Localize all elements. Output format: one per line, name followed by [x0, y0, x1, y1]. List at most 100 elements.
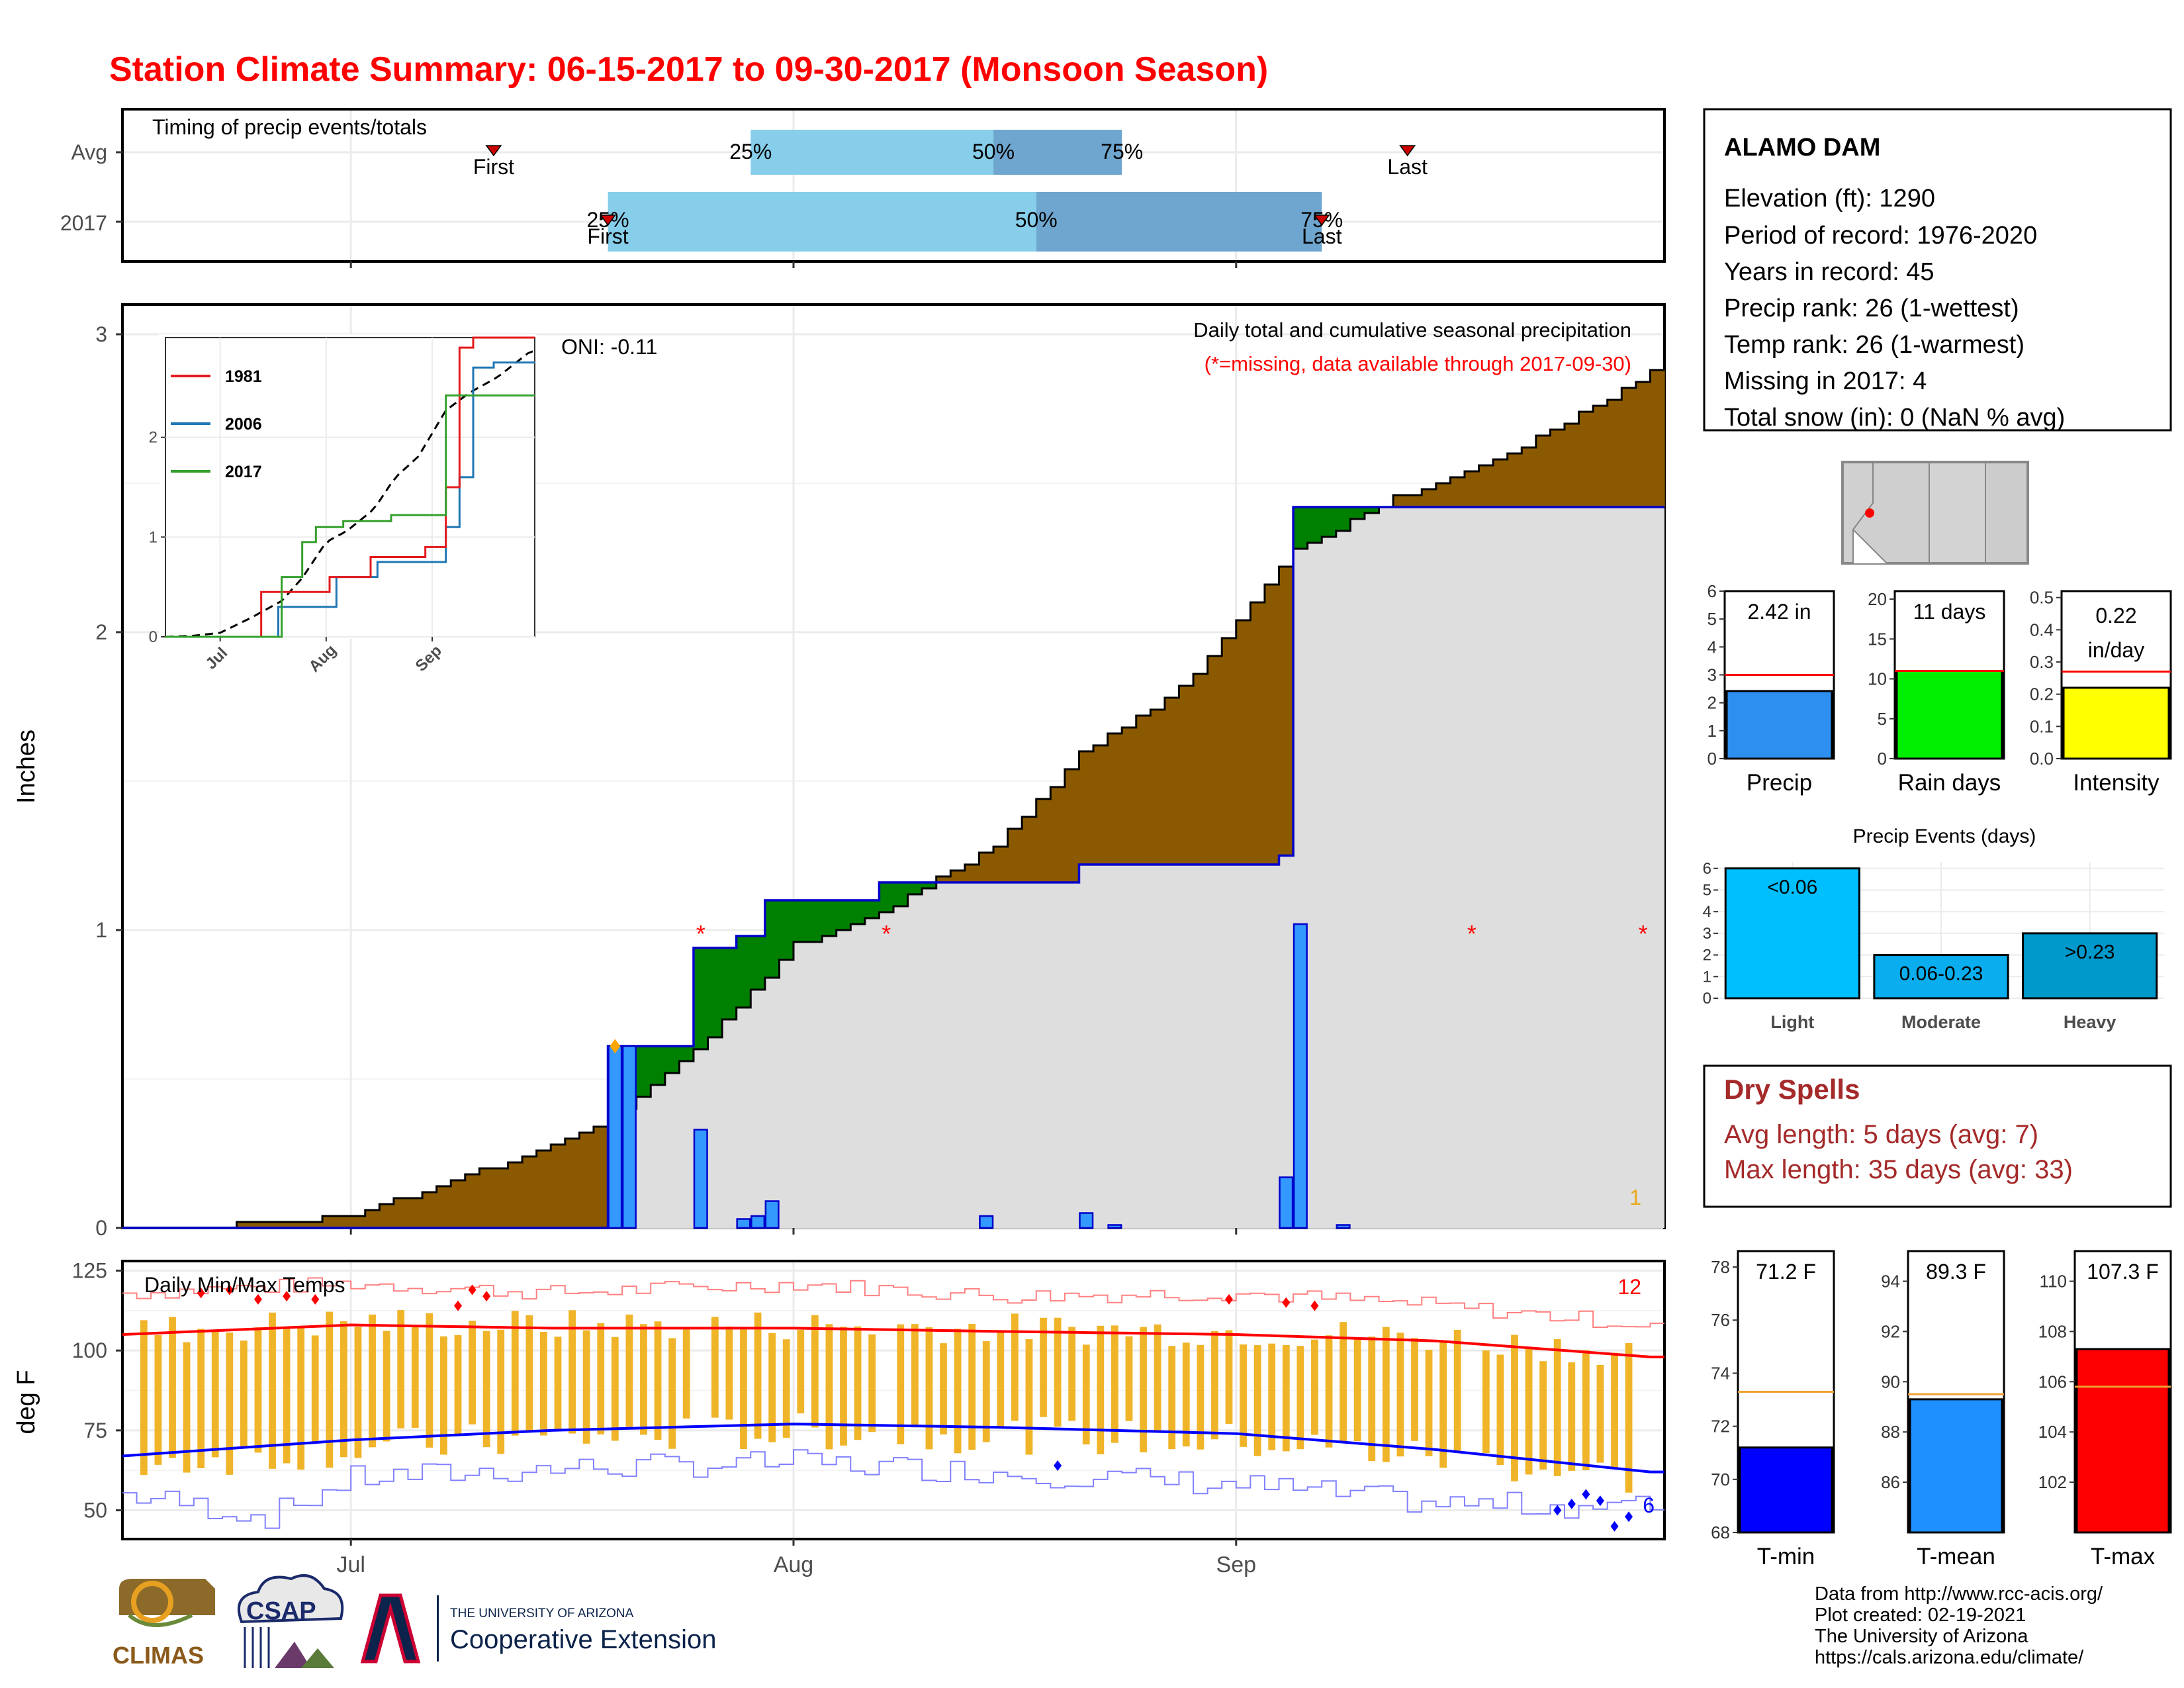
raindays-gauge: 0 5 10 15 20 11 days Rain days: [1868, 589, 2005, 796]
inset-ytick-label: 0: [149, 628, 158, 646]
inset-plot-area: [165, 337, 535, 637]
record-high-marker: [1282, 1297, 1291, 1308]
deficit-area: [336, 1216, 351, 1228]
observed-cumulative-line: [122, 506, 1664, 1229]
deficit-area: [265, 1222, 280, 1228]
surplus-area: [1293, 507, 1308, 549]
events-bar-moderate: [1873, 954, 2009, 1000]
daily-temp-range-bar: [326, 1311, 334, 1468]
missing-note: (*=missing, data available through 2017-…: [1205, 352, 1631, 375]
surplus-area: [1336, 507, 1351, 531]
daily-precip-bar: [751, 1215, 766, 1229]
tmin-gauge-tick-label: 68: [1711, 1523, 1730, 1542]
temp-ylabel: deg F: [13, 1370, 40, 1434]
daily-temp-range-bar: [411, 1326, 419, 1428]
surplus-area: [779, 900, 794, 960]
deficit-area: [379, 1204, 394, 1228]
daily-temp-range-bar: [1568, 1362, 1576, 1471]
deficit-area: [1064, 769, 1080, 882]
deficit-area: [493, 1168, 509, 1228]
surplus-area: [764, 900, 780, 978]
deficit-area: [1236, 620, 1251, 865]
deficit-area: [964, 865, 980, 882]
precip-ytick-label: 2: [95, 620, 107, 644]
daily-temp-range-bar: [1439, 1340, 1447, 1468]
daily-temp-range-bar: [782, 1339, 790, 1438]
x-tick-label: Jul: [336, 1552, 365, 1577]
daily-temp-range-bar: [1511, 1335, 1518, 1481]
tmax-gauge-fill: [2075, 1348, 2170, 1534]
precip-gauge-tick-label: 4: [1707, 637, 1717, 657]
daily-temp-range-bar: [1268, 1343, 1276, 1450]
daily-temp-range-bar: [811, 1315, 819, 1428]
tmax-gauge-value: 107.3 F: [2087, 1260, 2159, 1284]
precip-ylabel: Inches: [13, 729, 40, 804]
record-low-marker: [1553, 1505, 1562, 1516]
deficit-area: [408, 1198, 423, 1228]
record-high-marker: [311, 1293, 320, 1305]
deficit-area: [1522, 447, 1537, 507]
daily-temp-range-bar: [369, 1314, 376, 1448]
events-bar-heavy: [2022, 932, 2158, 1000]
deficit-area: [536, 1150, 551, 1228]
tmax-gauge: 102 104 106 108 110 107.3 F T-max: [2038, 1250, 2172, 1570]
deficit-area: [322, 1216, 338, 1228]
daily-temp-range-bar: [897, 1324, 905, 1444]
surplus-area: [879, 882, 894, 912]
deficit-area: [479, 1168, 494, 1228]
tmax-gauge-tick-label: 110: [2040, 1272, 2067, 1291]
daily-temp-range-bar: [754, 1312, 762, 1439]
daily-temp-range-bar: [525, 1315, 533, 1432]
surplus-area: [693, 948, 709, 1049]
intensity-gauge-tick-label: 0.0: [2030, 749, 2054, 769]
precip-gauge-tick-label: 0: [1707, 749, 1717, 769]
temp-heading: Daily Min/Max Temps: [144, 1273, 345, 1297]
deficit-area: [1450, 477, 1465, 507]
daily-temp-range-bar: [1525, 1347, 1533, 1475]
surplus-area: [736, 936, 751, 1008]
events-category-label: Heavy: [2064, 1012, 2116, 1032]
timing-panel: Timing of precip events/totals Avg 2017 …: [60, 108, 1666, 268]
surplus-area: [679, 1046, 694, 1061]
daily-temp-range-bar: [240, 1340, 248, 1447]
timing-bar-avg-q50-q75: [993, 130, 1122, 175]
daily-temp-range-bar: [1539, 1361, 1547, 1470]
intensity-gauge-tick-label: 0.3: [2030, 652, 2054, 672]
station-line-4: Precip rank: 26 (1-wettest): [1724, 295, 2019, 322]
daily-temp-range-bar: [211, 1331, 219, 1458]
daily-temp-range-bar: [1211, 1331, 1218, 1440]
events-title: Precip Events (days): [1853, 825, 2036, 847]
precip-gauge-tick-label: 1: [1707, 721, 1717, 741]
daily-temp-range-bar: [1425, 1350, 1433, 1456]
deficit-area: [1107, 733, 1122, 865]
daily-precip-bar: [693, 1129, 708, 1229]
missing-day-marker: *: [882, 920, 891, 947]
intensity-gauge-tick-label: 0.4: [2030, 620, 2054, 639]
daily-temp-range-bar: [597, 1323, 605, 1434]
record-low-marker: [1596, 1495, 1604, 1507]
tmin-gauge-tick-label: 74: [1711, 1363, 1730, 1383]
daily-temp-range-bar: [1340, 1322, 1347, 1443]
credit-line-1: Data from http://www.rcc-acis.org/: [1815, 1583, 2103, 1605]
surplus-area: [907, 882, 923, 894]
events-ytick-label: 4: [1703, 903, 1711, 921]
record-low-count: 6: [1643, 1493, 1655, 1517]
daily-precip-bar: [621, 1045, 637, 1229]
inset-ytick-label: 2: [149, 429, 158, 447]
raindays-gauge-tick-label: 5: [1878, 709, 1887, 729]
daily-precip-bar: [1079, 1212, 1094, 1229]
deficit-area: [936, 876, 951, 882]
deficit-area: [393, 1198, 409, 1228]
daily-temp-range-bar: [297, 1327, 305, 1470]
daily-temp-range-bar: [825, 1324, 833, 1450]
deficit-area: [1564, 424, 1580, 507]
precip-gauge: 0 1 2 3 4 5 6 2.42 in Precip: [1707, 581, 1835, 796]
deficit-area: [1207, 656, 1222, 865]
raindays-gauge-tick-label: 20: [1868, 589, 1887, 609]
raindays-gauge-tick-label: 0: [1878, 749, 1887, 769]
deficit-area: [1550, 430, 1565, 507]
surplus-area: [893, 882, 909, 906]
daily-temp-range-bar: [1325, 1335, 1333, 1448]
